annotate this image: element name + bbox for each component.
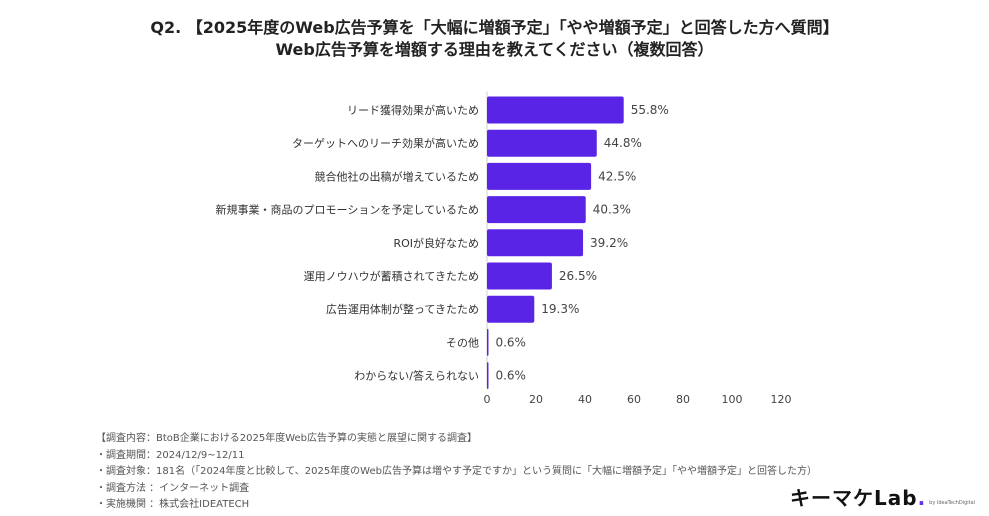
note-line: ・実施機関 ：株式会社IDEATECH xyxy=(96,499,250,510)
bar xyxy=(487,229,584,257)
value-label: 55.8% xyxy=(631,103,669,117)
bar xyxy=(487,295,535,323)
chart-title-line1: Q2. 【2025年度のWeb広告予算を「大幅に増額予定」「やや増額予定」と回答… xyxy=(150,18,839,37)
bar xyxy=(487,162,592,190)
x-tick-label: 20 xyxy=(529,393,543,406)
bar xyxy=(487,196,586,224)
bar xyxy=(487,362,489,390)
note-line: 【調査内容：BtoB企業における2025年度Web広告予算の実態と展望に関する調… xyxy=(96,433,478,444)
category-label: わからない/答えられない xyxy=(354,369,479,383)
note-line: ・調査期間：2024/12/9~12/11 xyxy=(96,449,245,461)
bar-chart: リード獲得効果が高いため 55.8% ターゲットへのリーチ効果が高いため 44.8% 競… xyxy=(216,91,792,406)
bar xyxy=(487,96,624,124)
note-line: ・調査方法 ：インターネット調査 xyxy=(96,482,250,494)
value-label: 19.3% xyxy=(541,302,579,316)
logo-byline: by IdeaTechDigital xyxy=(929,500,976,506)
value-label: 40.3% xyxy=(593,203,631,217)
brand-logo: キーマケLab . by IdeaTechDigital xyxy=(790,485,975,509)
category-label: その他 xyxy=(446,336,479,349)
x-tick-label: 40 xyxy=(578,393,592,406)
logo-text: キーマケLab xyxy=(790,486,918,510)
x-tick-label: 120 xyxy=(771,393,792,406)
x-tick-label: 80 xyxy=(676,393,690,406)
value-label: 42.5% xyxy=(598,169,636,183)
value-label: 0.6% xyxy=(495,369,525,383)
category-label: ROIが良好なため xyxy=(393,236,479,250)
note-line: ・調査対象：181名（「2024年度と比較して、2025年度のWeb広告予算は増… xyxy=(96,466,817,477)
x-tick-label: 60 xyxy=(627,393,641,406)
category-label: 新規事業・商品のプロモーションを予定しているため xyxy=(216,203,479,217)
category-label: 広告運用体制が整ってきたため xyxy=(326,302,479,316)
x-tick-label: 0 xyxy=(484,393,491,406)
category-label: 運用ノウハウが蓄積されてきたため xyxy=(304,269,479,283)
value-label: 0.6% xyxy=(495,335,525,349)
category-label: 競合他社の出稿が増えているため xyxy=(315,169,479,183)
category-label: ターゲットへのリーチ効果が高いため xyxy=(292,136,479,150)
x-tick-label: 100 xyxy=(722,393,743,406)
bar xyxy=(487,262,552,290)
value-label: 39.2% xyxy=(590,236,628,250)
survey-notes: 【調査内容：BtoB企業における2025年度Web広告予算の実態と展望に関する調… xyxy=(96,431,817,514)
chart-title-line2: Web広告予算を増額する理由を教えてください（複数回答） xyxy=(275,40,714,59)
logo-dot: . xyxy=(917,486,927,510)
bar xyxy=(487,328,489,356)
value-label: 44.8% xyxy=(604,136,642,150)
bar xyxy=(487,129,597,157)
category-label: リード獲得効果が高いため xyxy=(347,103,479,117)
value-label: 26.5% xyxy=(559,269,597,283)
